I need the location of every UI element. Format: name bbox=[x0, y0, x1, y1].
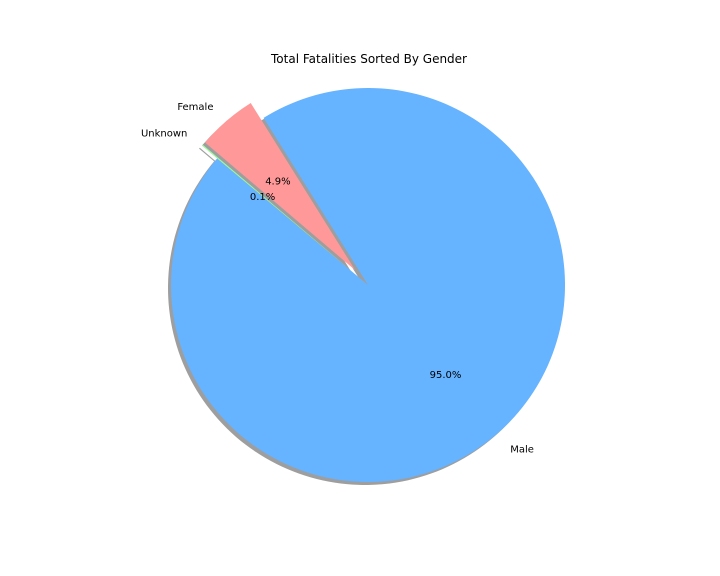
slice-unknown bbox=[202, 144, 353, 273]
slice-percent-male: 95.0% bbox=[430, 370, 462, 381]
slice-label-unknown: Unknown bbox=[141, 129, 187, 140]
slice-percent-unknown: 0.1% bbox=[250, 192, 275, 203]
slice-label-male: Male bbox=[510, 445, 534, 456]
pie-labels: Male 95.0% Female 4.9% Unknown 0.1% bbox=[141, 102, 534, 455]
slice-female bbox=[205, 103, 356, 271]
slice-male bbox=[171, 87, 566, 482]
chart-title: Total Fatalities Sorted By Gender bbox=[270, 52, 467, 66]
pie-slices bbox=[171, 87, 566, 482]
slice-percent-female: 4.9% bbox=[265, 177, 290, 188]
slice-label-female: Female bbox=[177, 102, 213, 113]
